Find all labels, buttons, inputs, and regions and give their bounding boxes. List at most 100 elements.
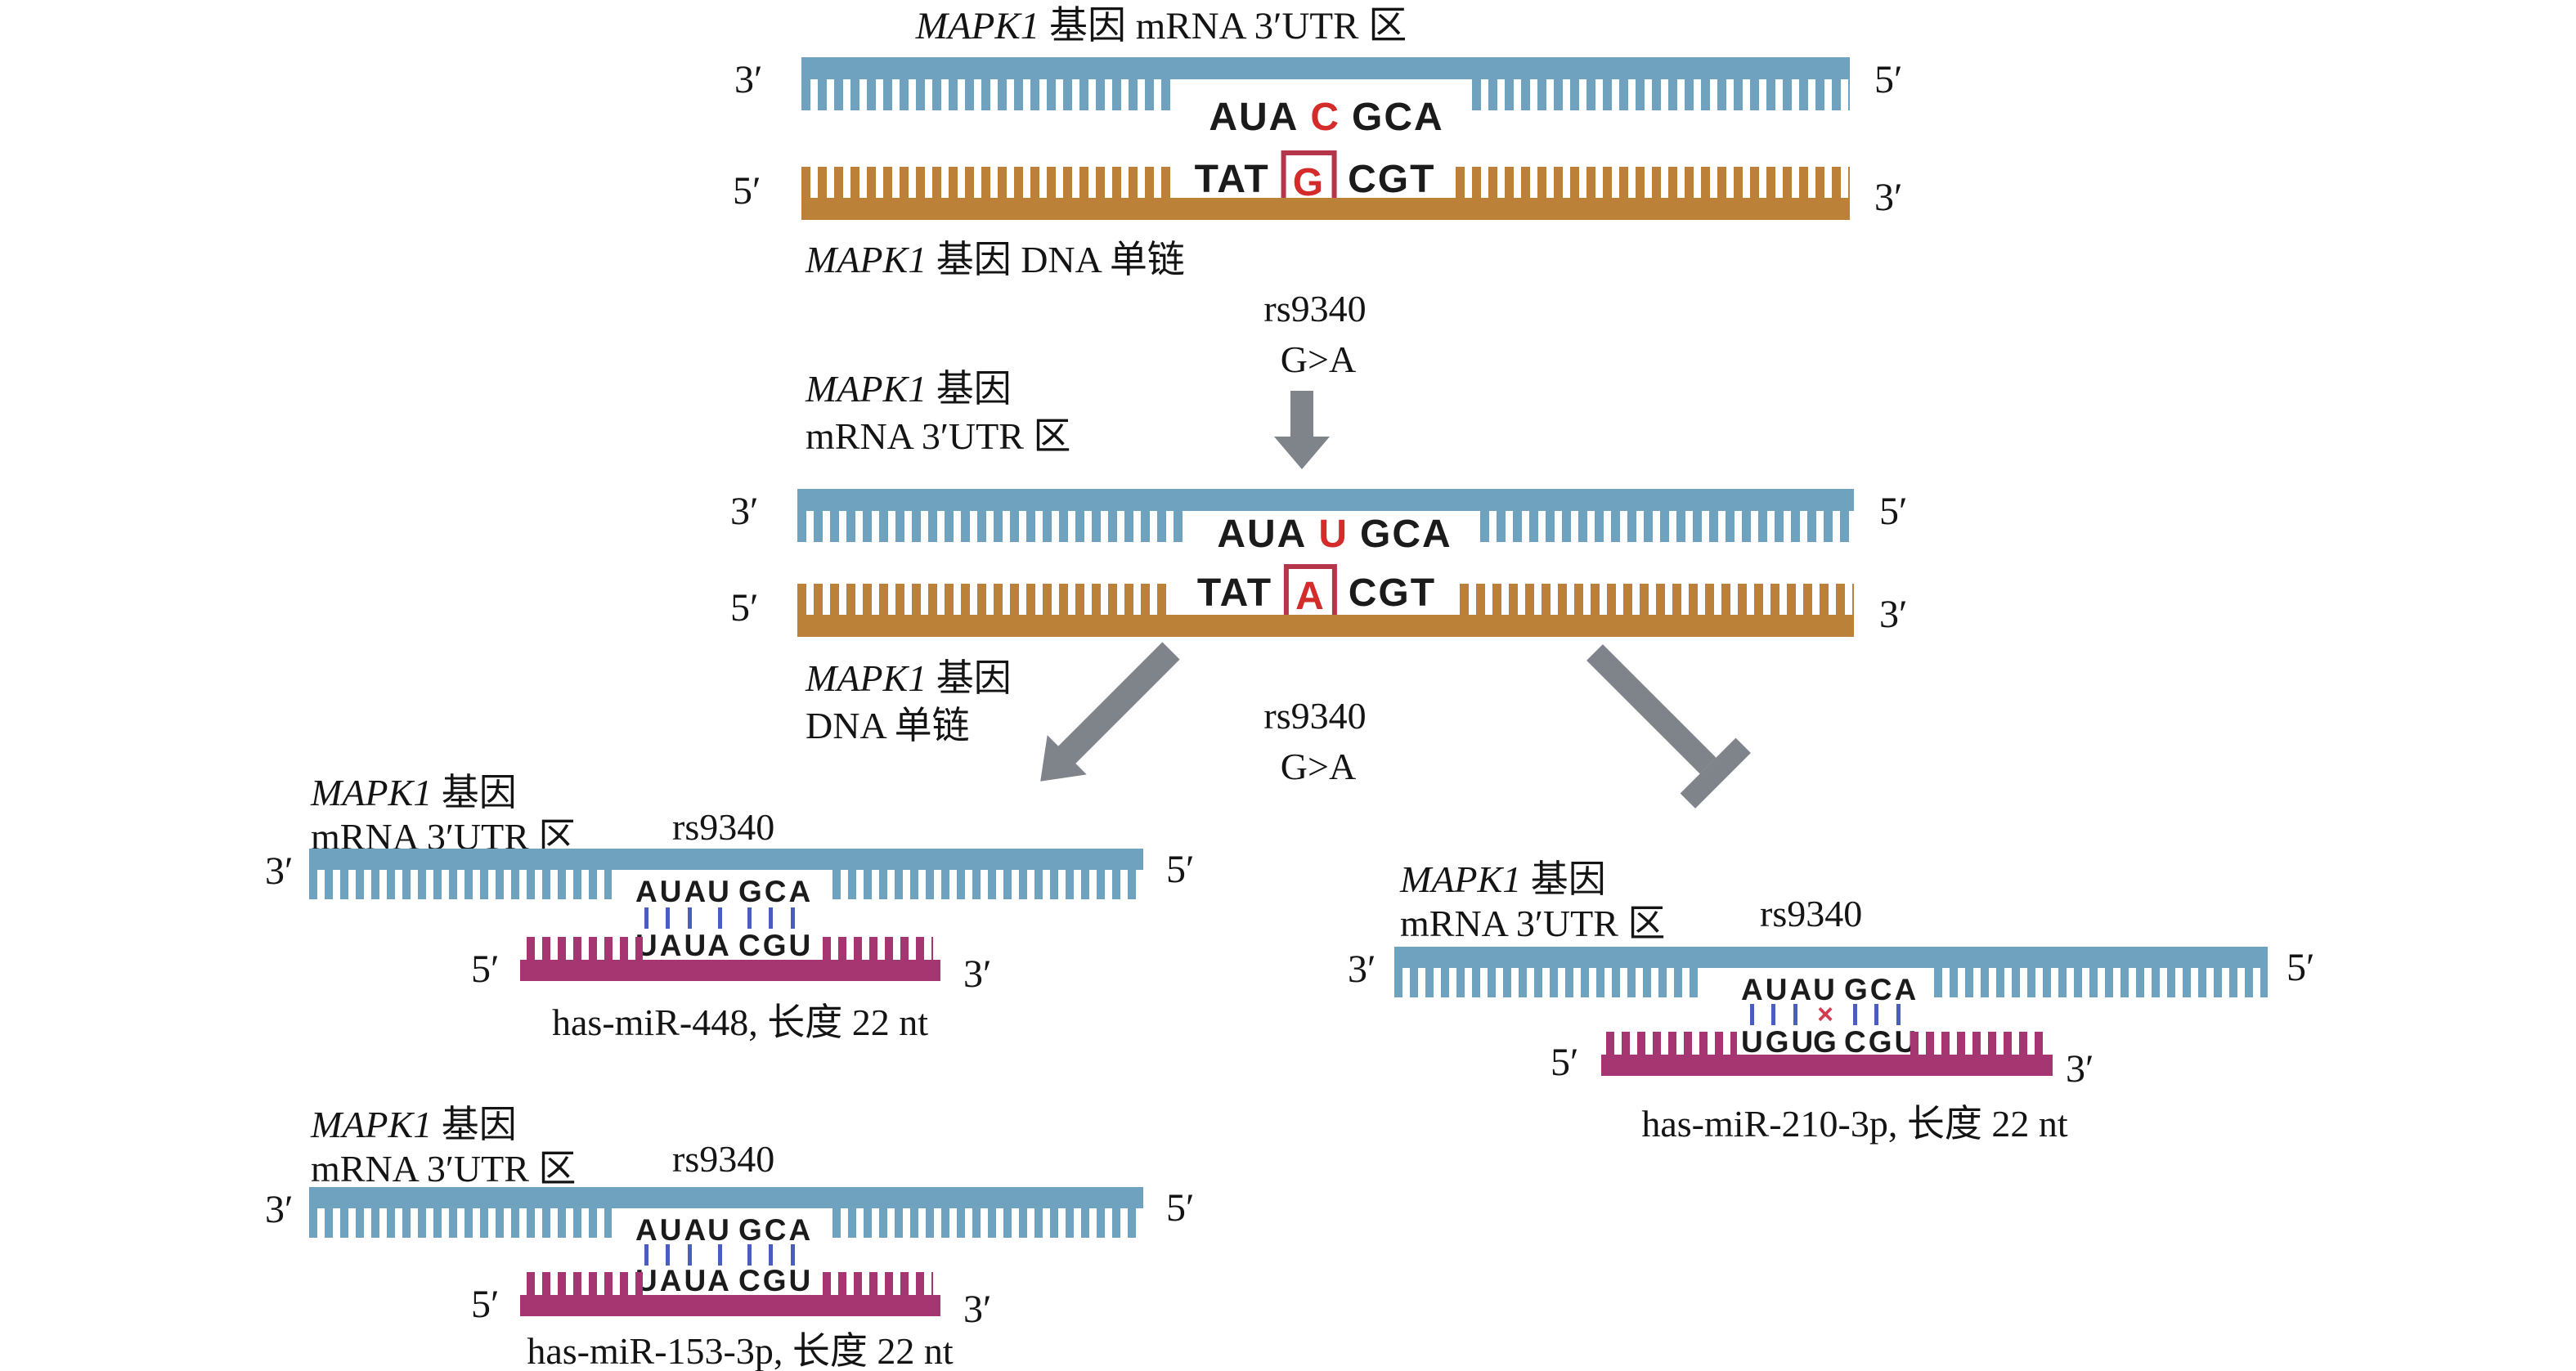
mrna-mid-right-end-label: 5′ [1879,490,1908,533]
mirna-sequence: UAU A CGU [635,1264,810,1297]
mirna-right-end-label: 3′ [963,1288,992,1331]
gene-mrna-label: MAPK1 基因 [1400,858,1606,901]
gene-dna-label-rest: 基因 DNA 单链 [927,239,1185,280]
strand-bar [801,198,1850,220]
seq-mid: A [707,929,732,962]
snp-base: U [1813,973,1838,1006]
strand-bar [1394,947,2268,968]
strand-teeth [1394,968,1701,997]
top-title-rest: 基因 mRNA 3′UTR 区 [1039,5,1407,47]
pairing-line [791,907,796,929]
dna-top-right-end-label: 3′ [1874,176,1903,219]
gene-mrna-label: MAPK1 基因 [806,368,1012,410]
snp-change-label: G>A [1280,338,1357,380]
gene-dna-label-rest: 基因 [927,657,1012,699]
pairing-line [644,907,648,929]
seq-pre: UAU [635,1264,709,1297]
seq-pre: UAU [635,929,709,962]
strand-teeth [527,937,643,960]
mirna-sequence: UGU G CGU [1741,1025,1919,1059]
gene-name: MAPK1 [806,657,927,699]
mrna-left-end-label: 3′ [265,849,294,893]
seq-pre: AUA [1217,513,1308,556]
strand-teeth [797,511,1186,542]
dna-sequence: TAT A CGT [1196,564,1436,626]
top-title: MAPK1 基因 mRNA 3′UTR 区 [801,5,1521,48]
mrna-strand-mir448 [309,849,1143,899]
mirna-right-end-label: 3′ [963,952,992,996]
seq-mid: G [1813,1025,1839,1059]
pairing-line [769,1244,774,1266]
gene-mrna-label-rest: 基因 [1521,858,1606,900]
pairing-line [1896,1004,1901,1025]
pairing-line [1793,1004,1798,1025]
snp-base: U [1318,513,1349,556]
mutation-arrow-down [1274,391,1330,469]
strand-teeth [1910,1032,2044,1055]
seq-pre: UGU [1741,1025,1816,1059]
snp-id-label: rs9340 [1263,288,1367,329]
gene-mrna-label-line2: mRNA 3′UTR 区 [806,415,1071,457]
gene-mrna-label-line2: mRNA 3′UTR 区 [1400,903,1666,944]
seq-pre: TAT [1194,158,1270,201]
strand-teeth [1472,79,1850,110]
strand-teeth [797,584,1174,615]
pairing-line [717,907,722,929]
inhibition-arrow-right [1586,644,1751,809]
strand-teeth [1606,1032,1737,1055]
seq-post: CGU [1844,1025,1919,1059]
mrna-left-end-label: 3′ [265,1188,294,1231]
seq-pre: AUA [635,875,709,908]
strand-teeth [823,937,933,960]
pairing-group [707,1244,732,1266]
mrna-left-end-label: 3′ [1348,948,1376,991]
strand-bar [801,57,1850,79]
gene-name: MAPK1 [806,239,927,280]
mirna-strand-mir153 [520,1272,940,1316]
pairing-line [791,1244,796,1266]
mirna-caption: has-miR-448, 长度 22 nt [552,1001,928,1043]
base-pairing-marks [635,1244,804,1266]
gene-mrna-label: MAPK1 基因 [311,772,517,814]
seq-post: GCA [738,1213,814,1247]
mrna-sequence: AUA U GCA [635,1213,814,1247]
dna-top-left-end-label: 5′ [733,169,761,213]
pairing-line [1852,1004,1857,1025]
mirna-left-end-label: 5′ [1551,1041,1579,1084]
binding-arrow-left [1040,642,1180,782]
pairing-line [1771,1004,1776,1025]
mrna-sequence: AUA C GCA [1209,98,1443,137]
pairing-line [688,1244,693,1266]
gene-mrna-label-line2: mRNA 3′UTR 区 [311,1148,577,1190]
gene-mrna-label-rest: 基因 [432,1104,517,1145]
mrna-strand-mid [797,489,1854,542]
snp-id-label: rs9340 [672,806,775,848]
pairing-group [738,1244,804,1266]
seq-post: GCA [1352,96,1444,139]
pairing-line [666,1244,671,1266]
seq-mid: A [707,1264,732,1297]
strand-teeth [1934,968,2268,997]
pairing-group: × [1813,1001,1838,1028]
gene-mrna-label-rest: 基因 [432,772,517,813]
mirna-caption: has-miR-210-3p, 长度 22 nt [1641,1103,2068,1145]
strand-bar [797,489,1854,511]
strand-teeth [1480,511,1854,542]
gene-dna-label: MAPK1 基因 DNA 单链 [806,239,1185,281]
dna-mid-left-end-label: 5′ [730,586,759,629]
seq-pre: TAT [1196,571,1273,615]
pairing-line [769,907,774,929]
snp-id-label: rs9340 [672,1138,775,1180]
mrna-strand-mir153 [309,1187,1143,1238]
snp-change-label: G>A [1280,746,1357,787]
strand-bar [1601,1055,2053,1076]
base-pairing-marks: × [1741,1001,1910,1028]
seq-post: GCA [1360,513,1452,556]
strand-bar [520,960,940,981]
pairing-line [1874,1004,1879,1025]
pairing-line [747,907,752,929]
seq-post: GCA [738,875,814,908]
gene-mrna-label-rest: 基因 [927,368,1012,410]
strand-teeth [801,167,1174,198]
